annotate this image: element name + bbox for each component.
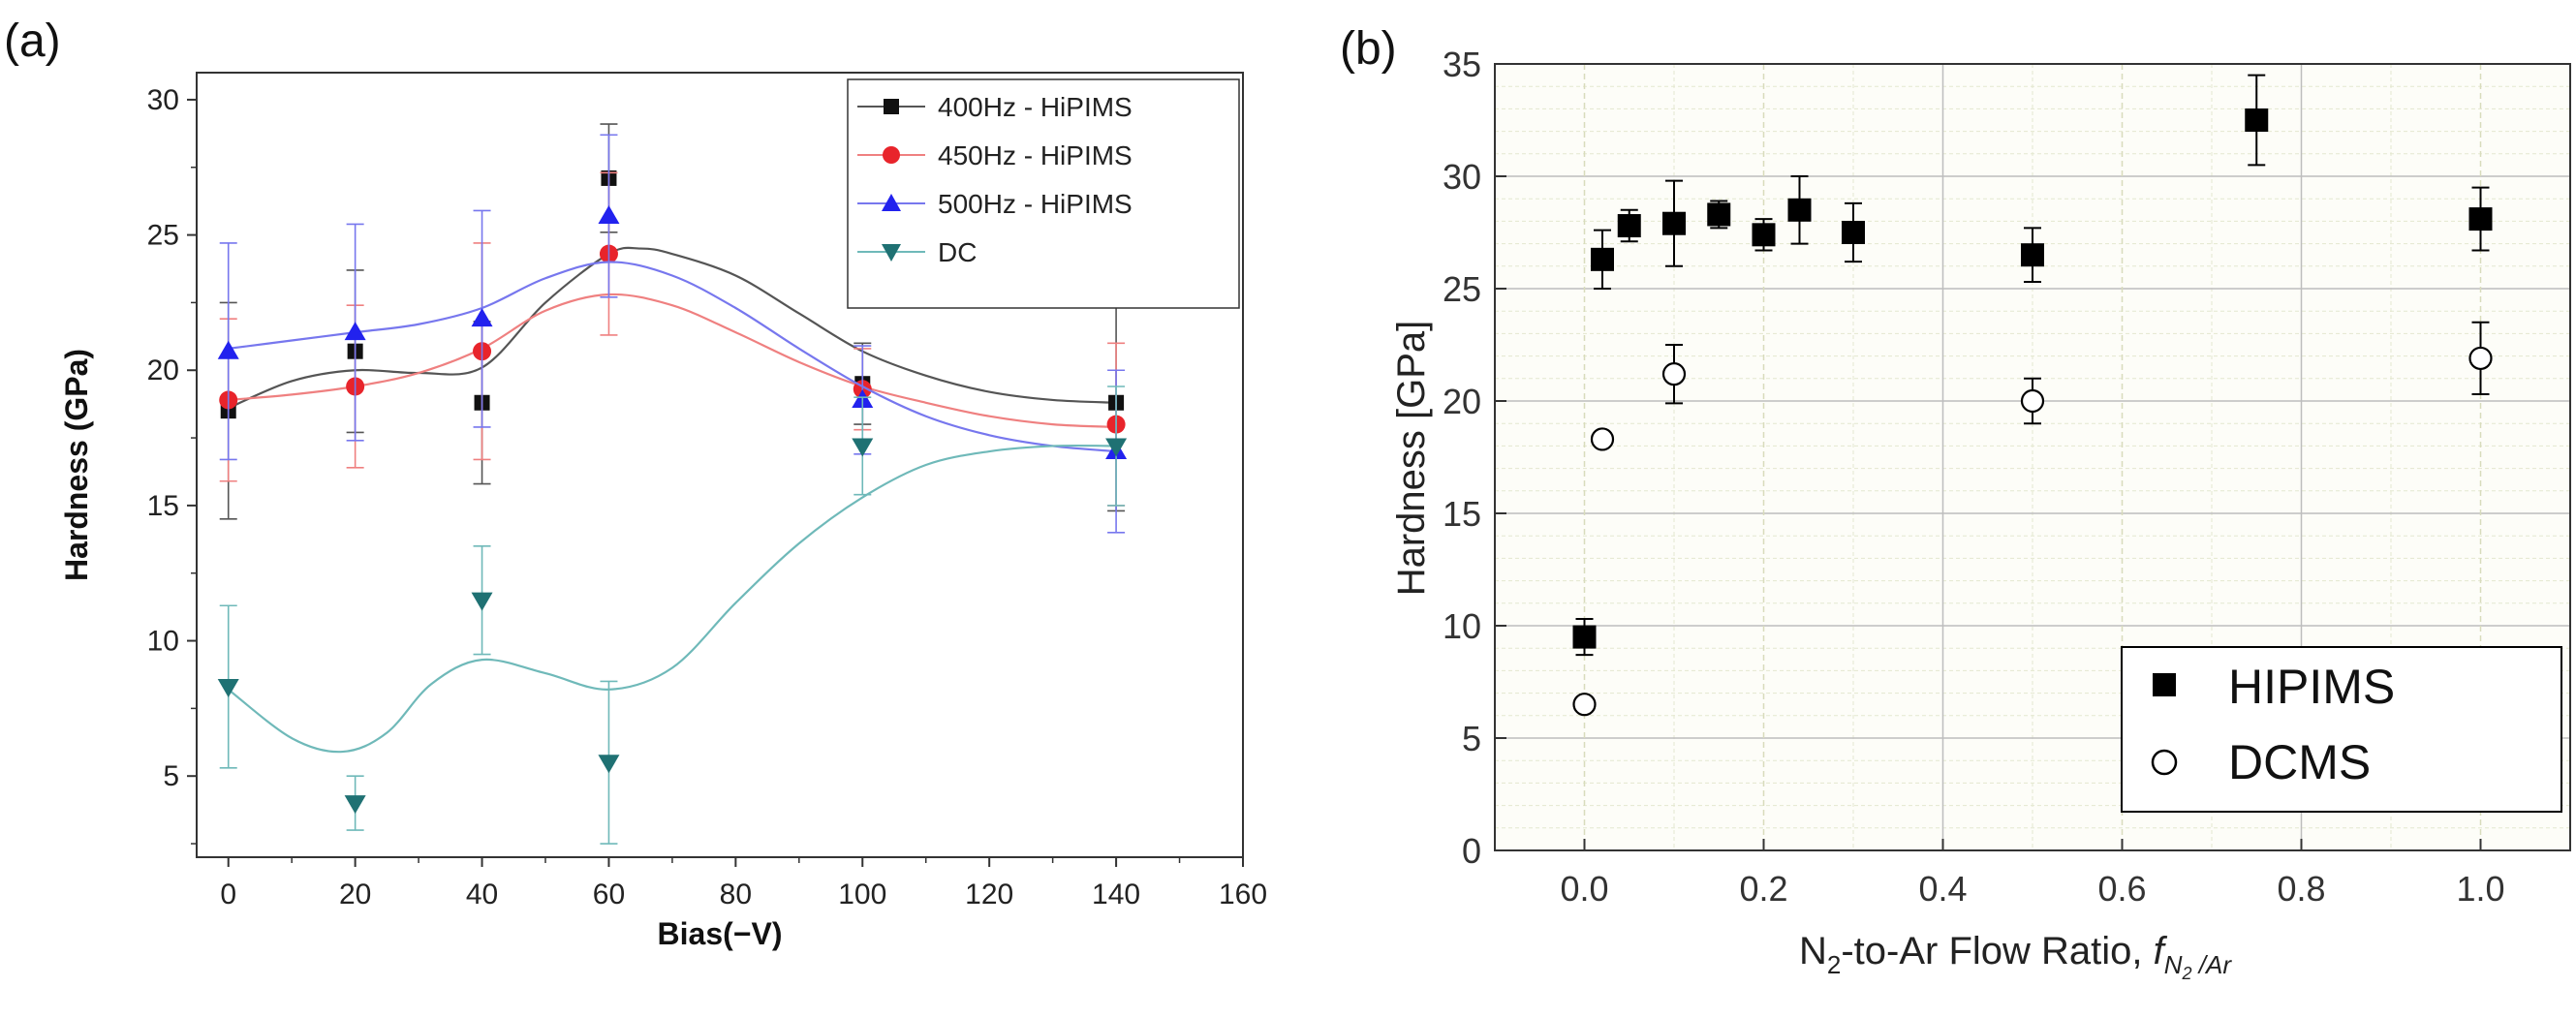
chart-a-fit-line bbox=[228, 261, 1117, 453]
chart-b-xtick-label: 0.0 bbox=[1560, 869, 1608, 909]
chart-b-series-1 bbox=[1572, 321, 2493, 717]
chart-a-series bbox=[217, 123, 1128, 845]
chart-a-xtick-label: 0 bbox=[220, 879, 236, 910]
chart-a-point bbox=[344, 322, 366, 341]
chart-b-ylabel: Hardness [GPa] bbox=[1390, 321, 1433, 597]
chart-b-point-hipims bbox=[1617, 214, 1641, 238]
chart-b-series bbox=[1572, 74, 2493, 717]
chart-a-point bbox=[217, 340, 239, 359]
chart-b-point-hipims bbox=[1752, 223, 1776, 247]
chart-b-grid bbox=[1495, 64, 2570, 850]
chart-b-ytick-label: 15 bbox=[1443, 494, 1481, 534]
chart-a-xlabel: Bias(−V) bbox=[658, 916, 783, 951]
legend-a-400hz: 400Hz - HiPIMS bbox=[938, 92, 1133, 122]
chart-a-ytick-label: 25 bbox=[147, 220, 179, 252]
chart-a-fit-line bbox=[228, 293, 1117, 428]
chart-b-xtick-label: 0.8 bbox=[2277, 869, 2325, 909]
chart-a-point bbox=[598, 205, 620, 225]
chart-b-xtick-label: 1.0 bbox=[2456, 869, 2504, 909]
chart-a-point bbox=[1105, 438, 1128, 457]
legend-b-hipims: HIPIMS bbox=[2228, 660, 2395, 714]
chart-b-xtick-label: 0.6 bbox=[2097, 869, 2146, 909]
legend-a-dc: DC bbox=[938, 237, 977, 267]
chart-a-point bbox=[471, 308, 493, 327]
chart-b-xlabel: N2-to-Ar Flow Ratio, fN2 /Ar bbox=[1799, 930, 2232, 983]
chart-b-point-dcms bbox=[1661, 362, 1687, 386]
chart-b-legend-box bbox=[2121, 646, 2562, 813]
chart-b-point-hipims bbox=[1572, 625, 1597, 649]
chart-a-fit-line bbox=[228, 444, 1117, 754]
chart-a-point bbox=[471, 592, 493, 611]
chart-b-point-dcms bbox=[1572, 693, 1597, 717]
chart-a-xtick-label: 60 bbox=[593, 879, 625, 910]
chart-b-point-hipims bbox=[1662, 211, 1686, 235]
chart-b-ytick-label: 20 bbox=[1443, 382, 1481, 421]
chart-b-point-hipims bbox=[2021, 243, 2044, 267]
chart-b-point-hipims bbox=[1787, 198, 1812, 222]
chart-b-ytick-label: 30 bbox=[1443, 157, 1481, 197]
chart-a-ytick-label: 5 bbox=[163, 760, 179, 792]
chart-b-ytick-label: 25 bbox=[1443, 269, 1481, 309]
legend-a-500hz: 500Hz - HiPIMS bbox=[938, 189, 1133, 219]
chart-b-ytick-label: 0 bbox=[1462, 831, 1481, 871]
chart-a-ytick-label: 20 bbox=[147, 355, 179, 386]
chart-b-point-hipims bbox=[1842, 221, 1865, 244]
chart-b-ytick-label: 5 bbox=[1462, 719, 1481, 758]
chart-a-xtick-label: 120 bbox=[965, 879, 1013, 910]
panel-label-a: (a) bbox=[4, 15, 61, 67]
chart-a-xtick-label: 160 bbox=[1219, 879, 1267, 910]
chart-b-series-0 bbox=[1572, 74, 2493, 657]
chart-b-ticks: 0.0 0.2 0.4 0.6 0.8 1.0 0 5 10 15 20 25 30 35 bbox=[1443, 45, 2505, 909]
chart-b-xtick-label: 0.2 bbox=[1739, 869, 1787, 909]
panel-label-b: (b) bbox=[1340, 23, 1397, 75]
chart-a-fit-line bbox=[228, 246, 1117, 410]
chart-a-series-3 bbox=[217, 386, 1128, 845]
chart-b-ytick-label: 10 bbox=[1443, 606, 1481, 646]
chart-b-frame bbox=[1494, 63, 2571, 851]
legend-b-dcms: DCMS bbox=[2228, 735, 2371, 789]
legend-a-450hz: 450Hz - HiPIMS bbox=[938, 140, 1133, 170]
chart-a-ytick-label: 10 bbox=[147, 626, 179, 658]
chart-a-frame bbox=[196, 72, 1244, 858]
chart-b-legend: HIPIMS DCMS bbox=[2121, 646, 2562, 813]
chart-a-xtick-label: 80 bbox=[720, 879, 752, 910]
chart-b-ytick-label: 35 bbox=[1443, 45, 1481, 84]
chart-a-point bbox=[852, 438, 874, 457]
chart-b: 0.0 0.2 0.4 0.6 0.8 1.0 0 5 10 15 20 25 30 35 HIPIMS … bbox=[1390, 45, 2571, 983]
chart-b-point-dcms bbox=[2468, 346, 2493, 371]
chart-a-point bbox=[344, 795, 366, 815]
chart-a-legend-box bbox=[847, 78, 1240, 309]
chart-a-xtick-label: 20 bbox=[339, 879, 371, 910]
chart-a: 0 20 40 60 80 100 120 140 160 5 10 15 20 25 30 400Hz -… bbox=[59, 72, 1267, 951]
chart-b-point-hipims bbox=[1591, 247, 1614, 271]
chart-a-point bbox=[598, 755, 620, 774]
chart-a-ylabel: Hardness (GPa) bbox=[59, 349, 94, 581]
chart-a-xtick-label: 40 bbox=[466, 879, 498, 910]
chart-a-ticks: 0 20 40 60 80 100 120 140 160 5 10 15 20 25 30 bbox=[147, 84, 1267, 910]
chart-b-point-dcms bbox=[2020, 388, 2045, 414]
chart-b-point-dcms bbox=[1590, 427, 1615, 451]
chart-a-legend: 400Hz - HiPIMS 450Hz - HiPIMS 500Hz - Hi… bbox=[847, 78, 1240, 309]
chart-a-point bbox=[217, 679, 239, 698]
chart-b-point-hipims bbox=[2245, 108, 2269, 132]
chart-a-xtick-label: 100 bbox=[838, 879, 886, 910]
chart-b-point-hipims bbox=[1707, 202, 1731, 227]
chart-b-point-hipims bbox=[2468, 207, 2493, 231]
chart-b-xtick-label: 0.4 bbox=[1918, 869, 1967, 909]
chart-a-ytick-label: 15 bbox=[147, 490, 179, 522]
chart-a-xtick-label: 140 bbox=[1092, 879, 1140, 910]
chart-a-ytick-label: 30 bbox=[147, 84, 179, 116]
